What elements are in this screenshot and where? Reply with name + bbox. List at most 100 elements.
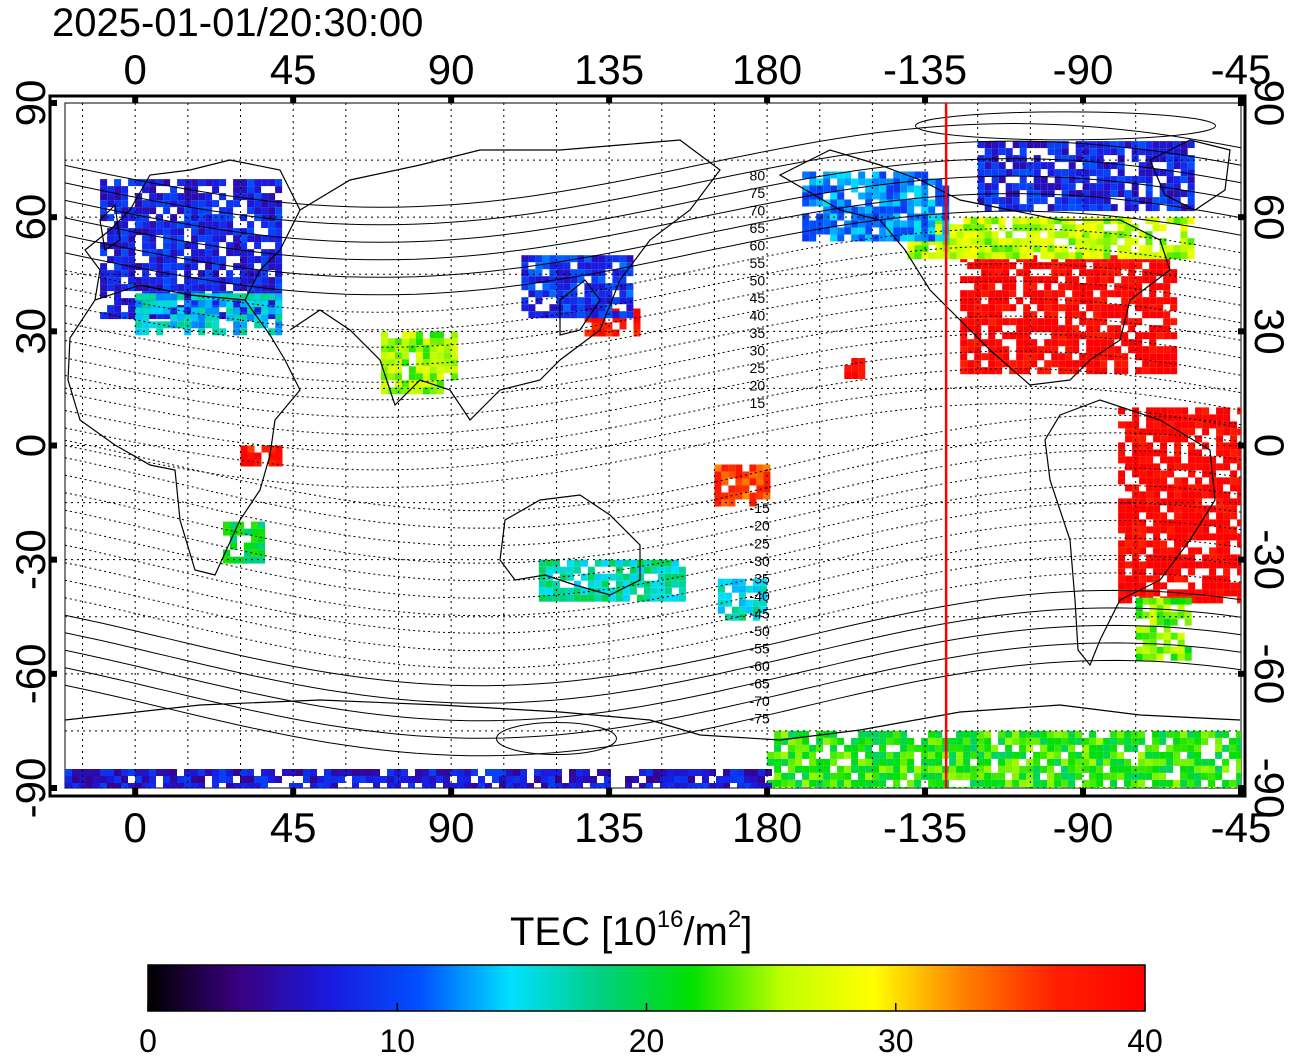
- tec-cell: [907, 737, 915, 745]
- tec-cell: [967, 290, 975, 298]
- tec-cell: [1107, 325, 1115, 333]
- tec-cell: [995, 311, 1003, 319]
- tec-cell: [149, 307, 157, 315]
- tec-cell: [893, 786, 901, 788]
- tec-cell: [967, 276, 975, 284]
- tec-cell: [100, 277, 108, 285]
- tec-cell: [268, 445, 276, 453]
- tec-cell: [1118, 456, 1126, 464]
- tec-cell: [1138, 245, 1146, 253]
- tec-cell: [1173, 190, 1181, 198]
- tec-cell: [1202, 582, 1210, 590]
- tec-cell: [788, 772, 796, 780]
- tec-cell: [1100, 269, 1108, 277]
- tec-cell: [100, 769, 107, 776]
- tec-cell: [1146, 442, 1154, 450]
- tec-cell: [1167, 435, 1175, 443]
- colorbar-title: TEC [1016/m2]: [510, 906, 752, 954]
- tec-cell: [1118, 582, 1126, 590]
- tec-cell: [591, 322, 599, 330]
- tec-cell: [914, 227, 922, 235]
- tec-cell: [570, 255, 578, 263]
- tec-cell: [79, 776, 86, 783]
- tec-cell: [240, 293, 248, 301]
- tec-cell: [573, 580, 581, 588]
- tec-cell: [499, 783, 506, 788]
- tec-cell: [212, 263, 220, 271]
- tec-cell: [900, 772, 908, 780]
- tec-cell: [191, 776, 198, 783]
- tec-cell: [1153, 512, 1161, 520]
- tec-cell: [422, 373, 430, 381]
- tec-cell: [1005, 148, 1013, 156]
- tec-cell: [1167, 575, 1175, 583]
- tec-cell: [177, 307, 185, 315]
- tec-cell: [163, 277, 171, 285]
- tec-cell: [758, 783, 765, 788]
- tec-cell: [275, 256, 283, 264]
- tec-cell: [212, 769, 219, 776]
- tec-cell: [1121, 332, 1129, 340]
- tec-cell: [1194, 730, 1202, 738]
- tec-cell: [809, 758, 817, 766]
- tec-cell: [1058, 339, 1066, 347]
- tec-cell: [268, 249, 276, 257]
- tec-cell: [735, 485, 743, 493]
- tec-cell: [1103, 751, 1111, 759]
- tec-cell: [1096, 162, 1104, 170]
- tec-cell: [1145, 197, 1153, 205]
- tec-cell: [1096, 737, 1104, 745]
- tec-cell: [1166, 765, 1174, 773]
- tec-cell: [1061, 765, 1069, 773]
- tec-cell: [521, 283, 529, 291]
- tec-cell: [1146, 491, 1154, 499]
- tec-cell: [984, 758, 992, 766]
- tec-cell: [1086, 304, 1094, 312]
- tec-cell: [1222, 758, 1230, 766]
- tec-cell: [928, 737, 936, 745]
- tec-cell: [723, 776, 730, 783]
- tec-cell: [1209, 568, 1217, 576]
- tec-cell: [998, 217, 1006, 225]
- tec-cell: [935, 779, 943, 787]
- tec-cell: [1030, 297, 1038, 305]
- tec-cell: [1135, 353, 1143, 361]
- tec-cell: [995, 262, 1003, 270]
- tec-cell: [100, 193, 108, 201]
- tec-cell: [1188, 526, 1196, 534]
- tec-cell: [1040, 141, 1048, 149]
- tec-cell: [233, 293, 241, 301]
- tec-cell: [506, 769, 513, 776]
- tec-cell: [872, 765, 880, 773]
- tec-cell: [1202, 470, 1210, 478]
- tec-cell: [795, 737, 803, 745]
- tec-cell: [128, 312, 136, 320]
- tec-cell: [981, 262, 989, 270]
- tec-cell: [549, 311, 557, 319]
- tec-cell: [646, 776, 653, 783]
- tec-cell: [956, 224, 964, 232]
- tec-cell: [988, 318, 996, 326]
- tec-cell: [1103, 162, 1111, 170]
- tec-cell: [858, 758, 866, 766]
- tec-cell: [1237, 491, 1241, 499]
- tec-cell: [1103, 197, 1111, 205]
- tec-cell: [591, 276, 599, 284]
- tec-cell: [988, 325, 996, 333]
- tec-cell: [107, 228, 115, 236]
- tec-cell: [254, 300, 262, 308]
- tec-cell: [1118, 589, 1126, 597]
- tec-cell: [974, 360, 982, 368]
- tec-cell: [960, 339, 968, 347]
- tec-cell: [535, 269, 543, 277]
- tec-cell: [949, 786, 957, 788]
- tec-cell: [1086, 332, 1094, 340]
- tec-cell: [1096, 155, 1104, 163]
- tec-cell: [1040, 176, 1048, 184]
- tec-cell: [226, 314, 234, 322]
- tec-cell: [415, 776, 422, 783]
- tec-cell: [230, 521, 237, 529]
- tec-cell: [928, 252, 936, 260]
- tec-cell: [576, 776, 583, 783]
- tec-cell: [1149, 339, 1157, 347]
